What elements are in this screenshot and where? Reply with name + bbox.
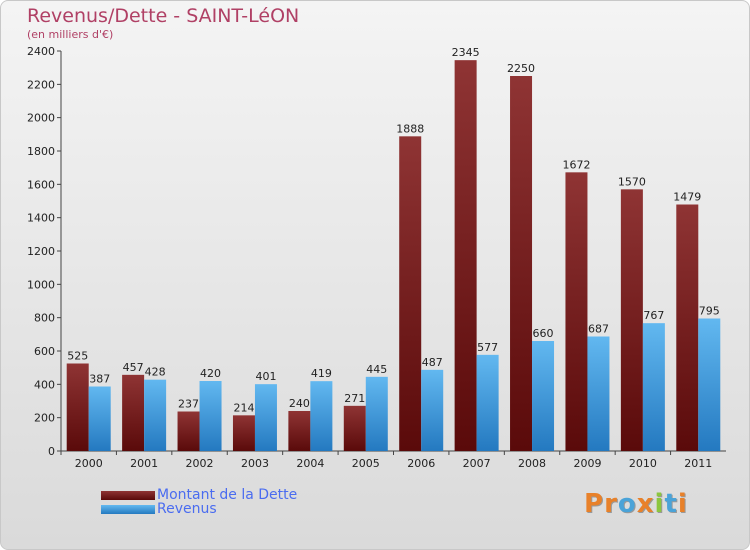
bar-revenue xyxy=(698,318,721,451)
y-tick-label: 1400 xyxy=(27,212,55,225)
bar-revenue xyxy=(88,386,111,451)
data-label: 487 xyxy=(422,356,443,369)
y-tick-label: 1600 xyxy=(27,178,55,191)
logo-letter: r xyxy=(604,489,618,519)
data-label: 687 xyxy=(588,323,609,336)
data-label: 660 xyxy=(533,327,554,340)
bar-revenue xyxy=(421,369,444,451)
y-tick-label: 2000 xyxy=(27,112,55,125)
legend-item-debt: Montant de la Dette xyxy=(101,487,297,503)
chart-subtitle: (en milliers d'€) xyxy=(27,28,114,41)
data-label: 240 xyxy=(289,397,310,410)
bar-debt xyxy=(676,204,699,451)
x-tick-label: 2007 xyxy=(463,457,491,470)
data-label: 457 xyxy=(123,361,144,374)
proxiti-logo: Proxiti xyxy=(584,489,688,519)
data-label: 237 xyxy=(178,398,199,411)
data-label: 1570 xyxy=(618,175,646,188)
x-tick-label: 2011 xyxy=(684,457,712,470)
x-tick-label: 2005 xyxy=(352,457,380,470)
data-label: 214 xyxy=(233,401,254,414)
data-label: 1888 xyxy=(396,122,424,135)
logo-letter: i xyxy=(654,489,665,519)
legend-swatch-revenue xyxy=(101,504,155,514)
bar-revenue xyxy=(476,354,499,451)
data-label: 420 xyxy=(200,367,221,380)
logo-letter: x xyxy=(636,489,655,519)
bar-revenue xyxy=(254,384,277,451)
data-label: 2250 xyxy=(507,62,535,75)
bar-debt xyxy=(620,189,643,452)
bar-debt xyxy=(288,411,311,451)
logo-letter: P xyxy=(584,489,605,519)
x-tick-label: 2009 xyxy=(573,457,601,470)
data-label: 271 xyxy=(344,392,365,405)
bar-revenue xyxy=(532,341,555,451)
y-tick-label: 1800 xyxy=(27,145,55,158)
x-tick-label: 2008 xyxy=(518,457,546,470)
x-tick-label: 2002 xyxy=(186,457,214,470)
data-label: 525 xyxy=(67,350,88,363)
y-tick-label: 600 xyxy=(34,345,55,358)
logo-letter: i xyxy=(677,489,688,519)
data-label: 1479 xyxy=(673,191,701,204)
bar-revenue xyxy=(199,381,222,451)
chart-title: Revenus/Dette - SAINT-LéON xyxy=(27,5,300,27)
bar-debt xyxy=(122,374,145,451)
bar-revenue xyxy=(310,381,333,451)
logo-letter: t xyxy=(664,489,678,519)
data-label: 401 xyxy=(255,370,276,383)
bar-debt xyxy=(66,363,89,451)
bar-debt xyxy=(510,76,533,451)
bar-debt xyxy=(177,411,200,451)
bar-revenue xyxy=(144,379,167,451)
data-label: 795 xyxy=(699,305,720,318)
legend-swatch-debt xyxy=(101,490,155,500)
bar-revenue xyxy=(642,323,665,451)
bar-debt xyxy=(454,60,477,452)
y-tick-label: 2400 xyxy=(27,45,55,58)
data-label: 419 xyxy=(311,367,332,380)
y-tick-label: 1000 xyxy=(27,278,55,291)
axes: 0 200 400 600 800 1000 1200 1400 1600 1800 2000 220… xyxy=(27,45,726,470)
x-tick-label: 2010 xyxy=(629,457,657,470)
data-label: 445 xyxy=(366,363,387,376)
bar-revenue xyxy=(587,336,610,451)
bar-debt xyxy=(565,172,588,452)
data-label: 387 xyxy=(89,373,110,386)
bar-debt xyxy=(399,136,422,452)
x-tick-label: 2003 xyxy=(241,457,269,470)
data-label: 577 xyxy=(477,341,498,354)
legend-label-revenue: Revenus xyxy=(157,501,217,517)
logo-letter: o xyxy=(617,489,637,519)
x-tick-label: 2004 xyxy=(296,457,324,470)
y-tick-label: 400 xyxy=(34,378,55,391)
data-label: 2345 xyxy=(452,46,480,59)
x-tick-label: 2000 xyxy=(75,457,103,470)
bar-debt xyxy=(232,415,255,451)
bar-debt xyxy=(343,405,366,451)
y-tick-label: 2200 xyxy=(27,78,55,91)
data-label: 1672 xyxy=(562,158,590,171)
y-tick-label: 0 xyxy=(48,445,55,458)
legend-item-revenue: Revenus xyxy=(101,501,217,517)
data-label: 428 xyxy=(145,366,166,379)
y-tick-label: 200 xyxy=(34,412,55,425)
x-tick-label: 2006 xyxy=(407,457,435,470)
y-tick-label: 800 xyxy=(34,312,55,325)
y-tick-label: 1200 xyxy=(27,245,55,258)
legend-label-debt: Montant de la Dette xyxy=(157,487,298,503)
data-label: 767 xyxy=(643,309,664,322)
bar-revenue xyxy=(365,376,388,451)
x-tick-label: 2001 xyxy=(130,457,158,470)
